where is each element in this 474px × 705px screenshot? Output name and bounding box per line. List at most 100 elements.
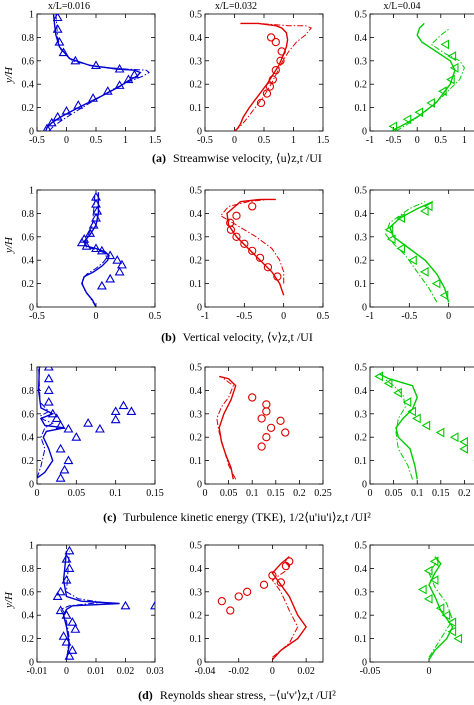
series-line-dashdot (48, 14, 150, 131)
data-point-marker (112, 255, 123, 264)
data-point-marker (423, 201, 433, 212)
data-point-marker (114, 266, 125, 276)
data-point-marker (259, 580, 269, 589)
x-tick-label: -0.5 (386, 135, 402, 146)
y-tick-label: 0.2 (22, 103, 35, 114)
data-point-marker (417, 584, 427, 595)
x-tick-label: 0.05 (220, 488, 238, 499)
data-point-marker (55, 586, 66, 596)
caption-c-tag: (c) (103, 510, 116, 524)
data-point-marker (449, 432, 459, 443)
y-tick-label: 0.2 (355, 433, 368, 444)
data-point-marker (110, 406, 121, 416)
y-tick-label: 0.2 (190, 433, 203, 444)
data-point-marker (276, 578, 286, 587)
data-point-marker (43, 396, 54, 406)
data-point-marker (88, 219, 99, 229)
axes-frame (204, 189, 324, 308)
axes-frame (36, 366, 156, 485)
y-tick-label: 1 (29, 541, 34, 552)
x-tick-label: 0.05 (68, 488, 86, 499)
data-point-marker (263, 263, 273, 272)
series-line-dashdot (59, 550, 102, 660)
data-point-marker (61, 610, 72, 619)
series-line-dashdot (37, 367, 54, 479)
data-point-marker (94, 423, 105, 433)
x-tick-label: 0.5 (258, 135, 271, 146)
y-tick-label: 0.1 (190, 456, 203, 467)
y-tick-label: 0.4 (22, 80, 35, 91)
y-tick-label: 0.5 (355, 186, 368, 197)
data-point-marker (52, 591, 63, 601)
x-tick-label: 0.02 (297, 666, 315, 677)
y-tick-label: 0.8 (22, 209, 35, 220)
series-line-solid (45, 14, 142, 131)
data-point-marker (43, 373, 54, 383)
y-tick-label: 0.3 (190, 56, 203, 67)
series-line-dashdot (234, 22, 313, 131)
data-layer (217, 556, 307, 661)
data-layer (388, 22, 465, 131)
data-layer (76, 191, 127, 307)
y-tick-label: 0.3 (355, 232, 368, 243)
axes-frame (369, 189, 474, 308)
x-tick-label: -0.5 (197, 135, 213, 146)
series-line-solid (234, 22, 289, 131)
data-point-marker (266, 423, 276, 432)
caption-d-text: Reynolds shear stress, −⟨u'v'⟩z,t /UI² (160, 688, 336, 702)
y-tick-label: 0.5 (190, 10, 203, 21)
data-point-marker (281, 428, 290, 437)
data-point-marker (51, 413, 62, 423)
caption-d: (d) Reynolds shear stress, −⟨u'v'⟩z,t /U… (138, 688, 336, 702)
data-point-marker (120, 600, 131, 610)
data-point-marker (435, 427, 445, 438)
caption-a-text: Streamwise velocity, ⟨u⟩z,t /UI (173, 151, 322, 165)
y-tick-label: 0.1 (190, 634, 203, 645)
data-point-marker (61, 574, 72, 584)
y-tick-label: 0 (362, 127, 367, 138)
data-layer (219, 198, 285, 296)
data-point-marker (52, 24, 63, 33)
data-point-marker (277, 47, 286, 56)
data-point-marker (271, 37, 280, 47)
data-point-marker (453, 633, 463, 644)
data-point-marker (440, 39, 450, 50)
data-point-marker (441, 610, 451, 621)
data-point-marker (55, 473, 66, 482)
panel-r1-c1: -0.5 0 0.5 1 1.500.20.40.60.81 (22, 10, 162, 147)
data-point-marker (374, 371, 383, 382)
panel-r2-c3: -1-0.500.500.10.20.30.40.5 (355, 186, 474, 322)
data-point-marker (396, 243, 406, 254)
data-point-marker (262, 89, 272, 98)
data-point-marker (64, 651, 75, 660)
x-tick-label: 0.25 (314, 488, 332, 499)
data-point-marker (43, 367, 54, 371)
series-line-dashdot (216, 378, 237, 480)
data-point-marker (276, 416, 285, 425)
data-point-marker (419, 206, 429, 217)
y-tick-label: 0 (362, 658, 367, 669)
y-tick-label: 0 (29, 658, 34, 669)
y-tick-label: 0.2 (355, 80, 368, 91)
x-tick-label: -0.02 (228, 666, 249, 677)
y-tick-label: 0 (197, 658, 202, 669)
data-point-marker (256, 98, 266, 108)
data-point-marker (114, 63, 125, 73)
data-point-marker (262, 400, 271, 409)
y-tick-label: 0.4 (22, 433, 35, 444)
x-tick-label: 0.05 (385, 488, 403, 499)
y-tick-label: 0.5 (355, 541, 368, 552)
data-point-marker (232, 232, 241, 241)
x-tick-label: 1.5 (149, 135, 162, 146)
data-point-marker (64, 545, 75, 555)
panel-r3-c2: 0 0.05 0.1 0.15 0.2 0.25 0 0.1 0.2 0.3 0.4 0.5 (190, 363, 332, 500)
x-tick-label: 0.5 (317, 311, 330, 322)
data-point-marker (248, 393, 257, 402)
data-point-marker (47, 408, 58, 418)
data-point-marker (426, 97, 435, 108)
data-point-marker (73, 100, 84, 109)
data-point-marker (435, 603, 445, 614)
x-tick-label: -0.5 (236, 311, 252, 322)
